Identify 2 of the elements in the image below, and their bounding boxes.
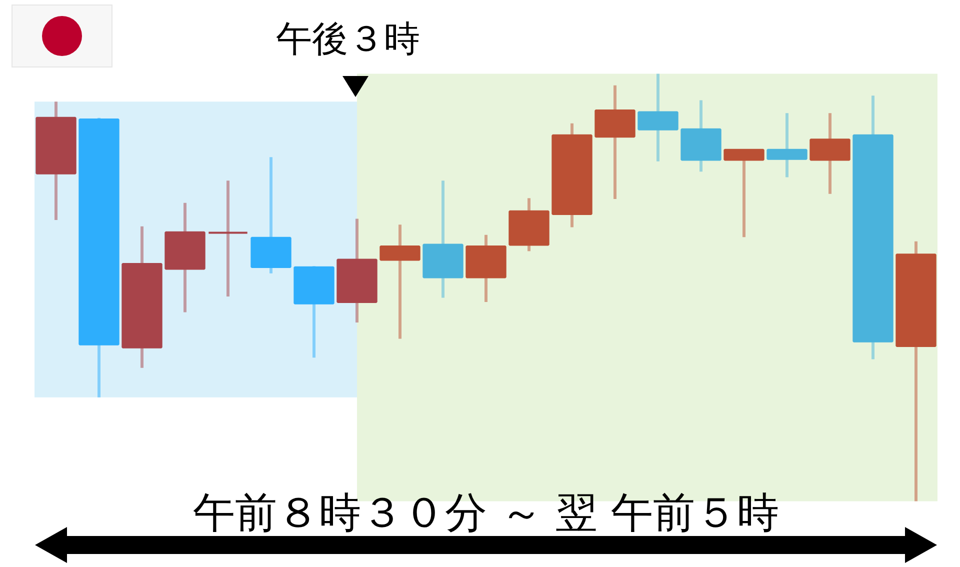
annotation: 午前８時３０分 ～ 翌 午前５時 [192,488,780,537]
text: 午後３時 [276,19,420,60]
